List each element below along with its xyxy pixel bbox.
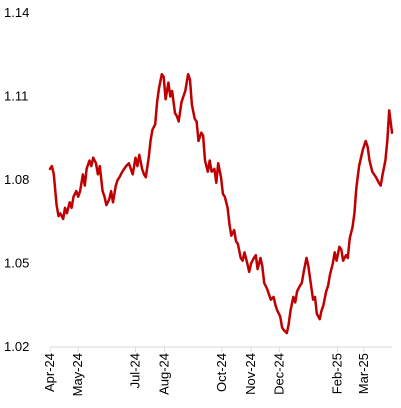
y-tick-label: 1.14 bbox=[4, 5, 29, 20]
y-tick-label: 1.02 bbox=[4, 339, 29, 354]
x-tick-label: Aug-24 bbox=[157, 353, 172, 395]
y-axis-ticks: 1.02 1.05 1.08 1.11 1.14 bbox=[4, 5, 29, 354]
y-tick-label: 1.05 bbox=[4, 256, 29, 271]
x-tick-label: Nov-24 bbox=[243, 353, 258, 395]
series-layer bbox=[48, 72, 394, 335]
y-tick-label: 1.08 bbox=[4, 172, 29, 187]
x-tick-label: Dec-24 bbox=[271, 353, 286, 395]
x-tick-label: Mar-25 bbox=[356, 353, 371, 394]
y-tick-label: 1.11 bbox=[4, 89, 28, 104]
x-tick-label: Apr-24 bbox=[42, 353, 57, 392]
x-tick-label: Feb-25 bbox=[330, 353, 345, 394]
x-axis-ticks: Apr-24 May-24 Jul-24 Aug-24 Oct-24 Nov-24 Dec-… bbox=[42, 347, 371, 396]
series-line bbox=[48, 72, 394, 335]
x-tick-label: Jul-24 bbox=[128, 353, 143, 388]
x-tick-label: Oct-24 bbox=[214, 353, 229, 392]
x-tick-label: May-24 bbox=[70, 353, 85, 396]
